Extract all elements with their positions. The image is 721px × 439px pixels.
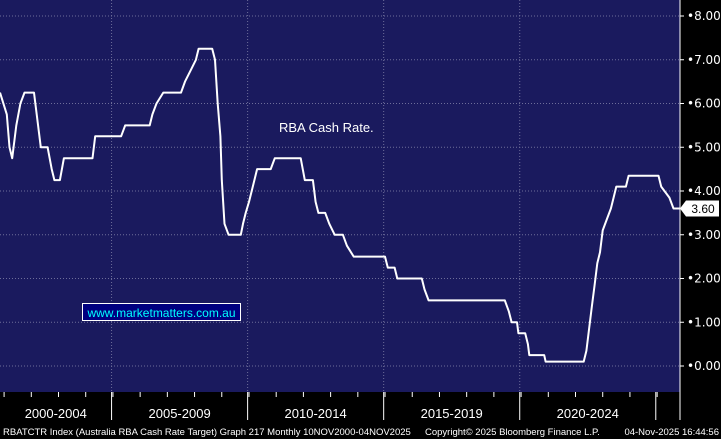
last-value-label-group: 3.60 [680,200,719,217]
x-period-label-3: 2015-2019 [421,406,483,421]
watermark-box[interactable]: www.marketmatters.com.au [82,303,241,321]
period-dividers: 2000-2004 2005-2009 2010-2014 2015-2019 2020… [0,392,680,421]
y-tick-label-6: •2.00 [687,272,721,286]
y-tick-label-0: •8.00 [687,9,721,23]
y-tick-label-5: •3.00 [687,228,721,242]
y-tick-label-7: •1.00 [687,315,721,329]
footer-left: RBATCTR Index (Australia RBA Cash Rate T… [3,427,411,438]
x-period-label-1: 2005-2009 [149,406,211,421]
y-tick-label-8: •0.00 [687,359,721,373]
x-period-label-2: 2010-2014 [285,406,347,421]
series-line-0 [0,47,680,363]
plot-area [0,0,680,392]
y-tick-label-1: •7.00 [687,53,721,67]
footer-center: Copyright© 2025 Bloomberg Finance L.P. [425,427,600,438]
footer: RBATCTR Index (Australia RBA Cash Rate T… [3,427,719,438]
last-value-label: 3.60 [691,202,715,216]
x-period-label-4: 2020-2024 [557,406,619,421]
y-tick-label-3: •5.00 [687,140,721,154]
axis-ticks: •8.00 •7.00 •6.00 •5.00 •4.00 •3.00 •2.00 •1.00… [679,0,721,420]
y-tick-label-2: •6.00 [687,97,721,111]
series-group [0,47,680,363]
last-value-marker [680,200,719,217]
chart-annotation: RBA Cash Rate. [279,120,374,135]
x-period-label-0: 2000-2004 [25,406,87,421]
footer-right: 04-Nov-2025 16:44:56 [624,427,719,438]
y-tick-label-4: •4.00 [687,184,721,198]
